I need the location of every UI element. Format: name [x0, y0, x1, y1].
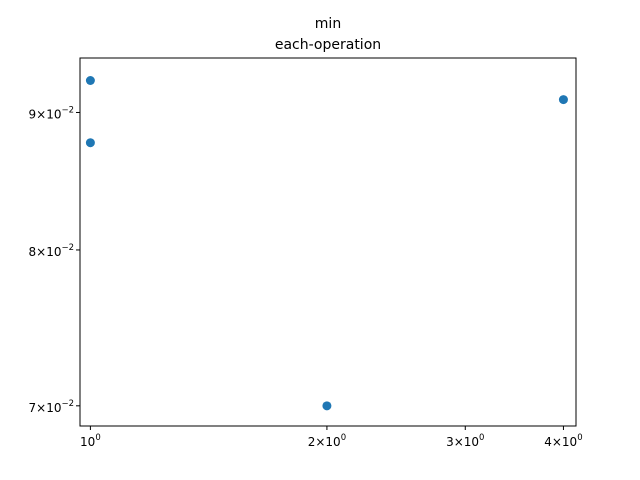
chart-title: min	[315, 16, 341, 32]
data-point-0	[85, 75, 95, 85]
plot-frame	[79, 57, 577, 427]
chart-subtitle: each-operation	[275, 37, 381, 53]
y-tick-label-1: 8×10−2	[29, 243, 75, 259]
x-axis: 100 2×100 3×100 4×100	[80, 426, 583, 449]
y-tick-label-2: 9×10−2	[29, 105, 75, 121]
x-tick-label-0: 100	[80, 433, 101, 449]
data-point-1	[85, 138, 95, 148]
data-point-2	[322, 401, 332, 411]
points-layer	[85, 75, 568, 411]
x-tick-label-2: 3×100	[446, 433, 484, 449]
x-tick-label-3: 4×100	[544, 433, 582, 449]
y-tick-label-0: 7×10−2	[29, 399, 75, 415]
data-point-3	[558, 95, 568, 105]
x-tick-label-1: 2×100	[308, 433, 346, 449]
y-axis: 7×10−2 8×10−2 9×10−2	[29, 105, 80, 415]
